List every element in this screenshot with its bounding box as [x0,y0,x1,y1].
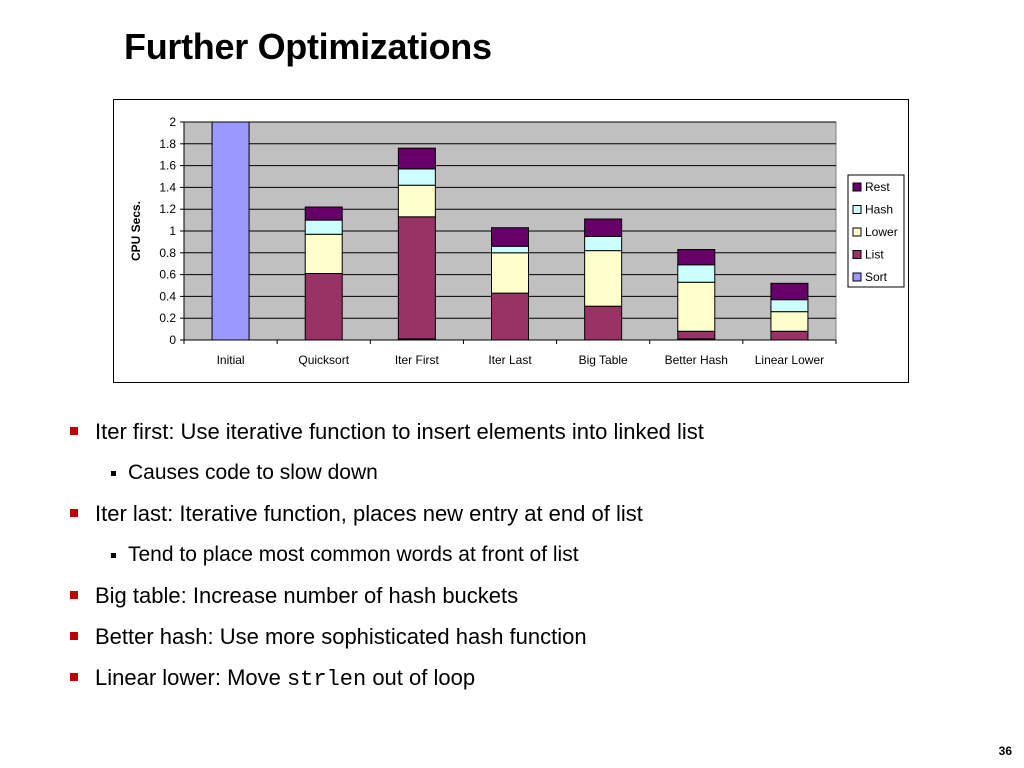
y-tick-label: 1.4 [159,180,176,194]
slide-title: Further Optimizations [124,26,492,67]
x-tick-label: Big Table [579,353,628,367]
bar-segment-rest [397,147,436,170]
bar-segment-rest [770,282,809,301]
y-tick-label: 1.2 [159,202,176,216]
legend-label-hash: Hash [865,203,893,217]
legend-swatch-sort [852,272,862,282]
chart-frame: 0 0.2 0.4 0.6 0.8 1 1.2 1.4 1.6 1.8 2 CPU Secs. Init… [113,99,909,383]
bar-segment-list [677,330,716,340]
sub-bullet-slow-down: Causes code to slow down [66,456,986,497]
bullet-linear-lower-suffix: out of loop [366,665,476,690]
legend-swatch-lower [852,227,862,237]
y-tick-label: 1 [169,224,176,238]
code-strlen: strlen [286,667,367,692]
bar-segment-hash [584,235,623,252]
bullet-iter-last: Iter last: Iterative function, places ne… [66,497,986,538]
page-number: 36 [998,744,1012,758]
bar-segment-hash [770,299,809,313]
y-tick-label: 0.8 [159,246,176,260]
bar-segment-rest [677,249,716,266]
x-tick-label: Linear Lower [755,353,824,367]
stacked-bar-chart: 0 0.2 0.4 0.6 0.8 1 1.2 1.4 1.6 1.8 2 CPU Secs. Init… [129,115,905,367]
bar-segment-lower [397,184,436,218]
legend-swatch-hash [852,205,862,214]
bullet-list: Iter first: Use iterative function to in… [66,415,986,702]
bar-segment-rest [304,206,343,221]
bar-segment-list [397,216,436,340]
x-tick-label: Quicksort [298,353,349,367]
legend-swatch-rest [852,182,862,192]
bar-segment-hash [397,168,436,186]
bar-segment-list [770,330,809,341]
bullet-better-hash: Better hash: Use more sophisticated hash… [66,620,986,661]
y-tick-label: 2 [169,115,176,129]
bar-segment-lower [491,252,529,294]
bullet-linear-lower-prefix: Linear lower: Move [95,665,287,690]
bar-segment-hash [491,245,529,254]
bar-segment-rest [584,218,623,237]
legend-label-list: List [865,248,884,262]
x-tick-label: Better Hash [665,353,728,367]
bullet-linear-lower: Linear lower: Move strlen out of loop [66,661,986,702]
bar-segment-sort [211,121,250,341]
x-tick-label: Iter First [395,353,440,367]
legend-swatch-list [852,250,862,259]
x-tick-label: Initial [217,353,245,367]
bar-segment-rest [491,227,529,247]
legend-label-rest: Rest [865,180,890,194]
y-tick-label: 0 [169,333,176,347]
bar-segment-lower [770,311,809,332]
y-tick-label: 0.2 [159,311,176,325]
bar-segment-hash [677,264,716,283]
bar-segment-list [304,273,343,341]
bar-segment-lower [304,233,343,275]
y-tick-label: 1.6 [159,159,176,173]
x-tick-label: Iter Last [488,353,532,367]
sub-bullet-common-words: Tend to place most common words at front… [66,538,986,579]
bar-segment-list [491,292,529,341]
bullet-big-table: Big table: Increase number of hash bucke… [66,579,986,620]
y-axis-label: CPU Secs. [129,201,143,261]
y-tick-label: 0.4 [159,289,176,303]
legend-label-sort: Sort [865,270,888,284]
legend-label-lower: Lower [865,225,898,239]
bullet-iter-first: Iter first: Use iterative function to in… [66,415,986,456]
y-tick-label: 1.8 [159,137,176,151]
bar-segment-lower [584,250,623,307]
bar-segment-lower [677,281,716,332]
y-tick-label: 0.6 [159,268,176,282]
bar-segment-list [584,305,623,341]
bar-segment-hash [304,219,343,235]
